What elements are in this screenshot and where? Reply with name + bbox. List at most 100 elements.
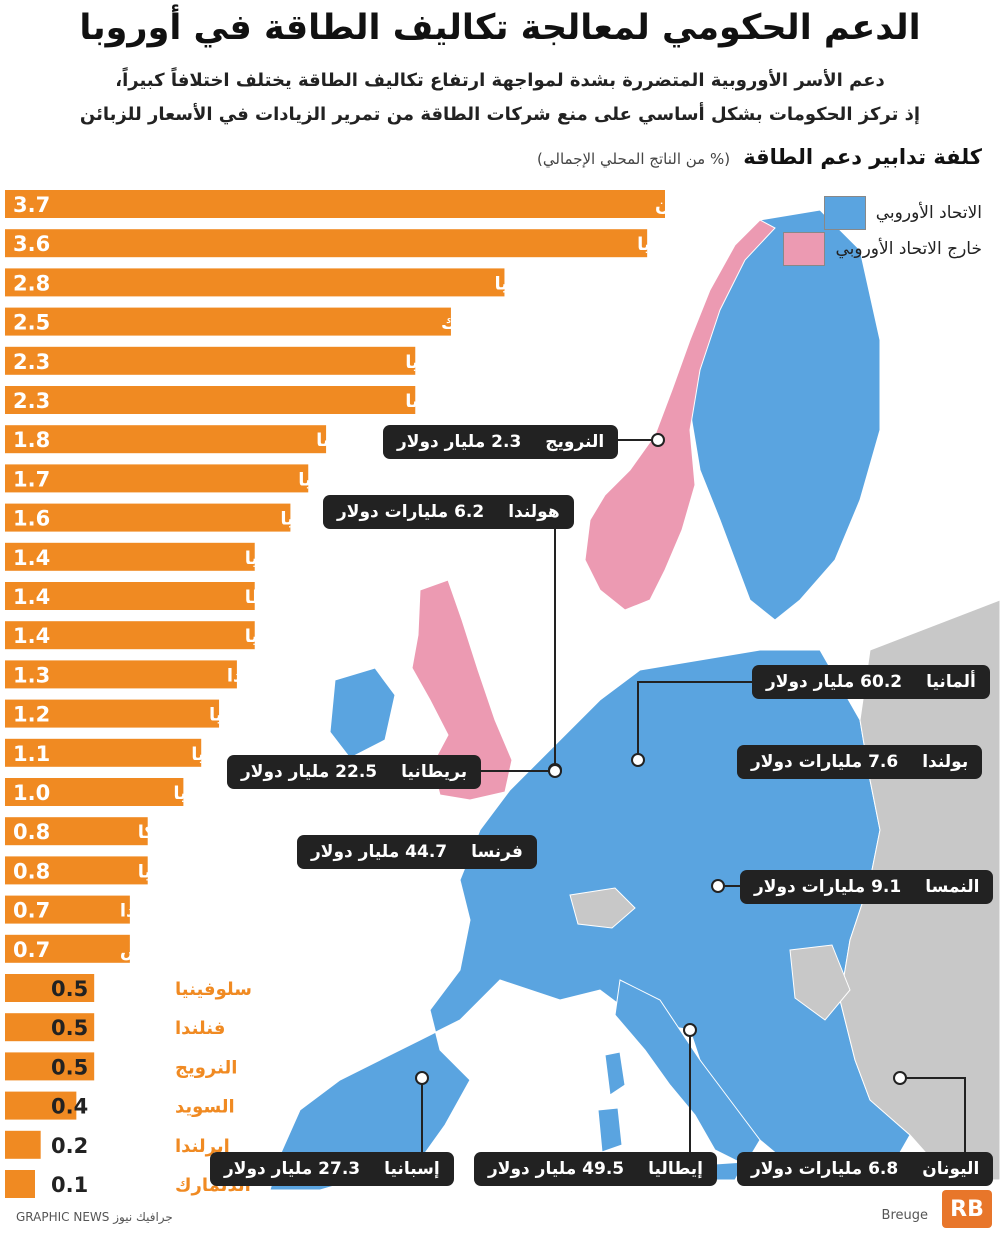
bar-category-label: ليتوانيا (637, 234, 697, 255)
callout-marker-dot (683, 1023, 697, 1037)
bar-value-label: 0.5 (51, 1016, 88, 1040)
bar-category-label: إسبانيا (405, 352, 464, 373)
bar-7 (5, 425, 327, 454)
legend-non-eu: خارج الاتحاد الأوروبي (783, 232, 982, 266)
chart-unit: (% من الناتج المحلي الإجمالي) (537, 150, 731, 168)
bar-category-label: بلجيكا (138, 822, 190, 843)
callout-marker-dot (651, 433, 665, 447)
bar-category-label: إيطاليا (494, 273, 552, 294)
bar-value-label: 0.5 (51, 1055, 88, 1079)
callout-leader-line (637, 681, 752, 760)
bar-value-label: 1.4 (13, 546, 50, 570)
bar-category-label: بلغاريا (209, 705, 264, 726)
footer-credit: Breuge (881, 1208, 928, 1223)
bar-category-label: إستونيا (138, 861, 201, 882)
bar-value-label: 1.1 (13, 742, 50, 766)
bar-1 (5, 190, 665, 218)
bar-17 (5, 817, 148, 846)
chart-title-block: كلفة تدابير دعم الطاقة (% من الناتج المح… (537, 145, 982, 169)
subtitle-line-1: دعم الأسر الأوروبية المتضررة بشدة لمواجه… (115, 70, 885, 91)
subtitle-line-2: إذ تركز الحكومات بشكل أساسي على منع شركا… (79, 104, 921, 125)
map-region-scandinavia-eu (689, 209, 881, 621)
bar-value-label: 0.5 (51, 977, 88, 1001)
bar-category-label: النرويج (175, 1057, 237, 1078)
bar-9 (5, 503, 291, 532)
bar-series: 3.7 اليونان 3.6 ليتوانيا 2.8 إيطاليا 2.5 جمهوري… (5, 190, 715, 1198)
callout-leaders (415, 433, 966, 1152)
legend-non-eu-label: خارج الاتحاد الأوروبي (835, 239, 982, 259)
callout-country: بريطانيا (401, 762, 468, 782)
bar-value-label: 3.7 (13, 193, 50, 217)
callout-marker-dot (711, 879, 725, 893)
bar-category-label: بولندا (227, 665, 276, 686)
map-region-balkans (789, 944, 851, 1021)
bar-21 (5, 974, 95, 1002)
bar-value-label: 3.6 (13, 232, 50, 256)
footer-source: GRAPHIC NEWS جرافيك نيوز (16, 1210, 173, 1224)
bar-value-label: 1.7 (13, 467, 50, 491)
bar-value-label: 0.2 (51, 1134, 88, 1158)
callout-amount: 44.7 مليار دولار (311, 842, 448, 862)
callout-box: إيطاليا 49.5 مليار دولار (474, 1152, 717, 1186)
bar-18 (5, 856, 148, 885)
bar-5 (5, 346, 416, 375)
bar-value-label: 0.7 (13, 899, 50, 923)
bar-value-label: 1.8 (13, 428, 50, 452)
map-region-britain (411, 579, 513, 801)
callout-country: بولندا (922, 752, 969, 772)
bar-value-label: 0.7 (13, 938, 50, 962)
bar-category-label: قبرص (120, 940, 175, 961)
callout-amount: 60.2 مليار دولار (766, 672, 903, 692)
callout-country: فرنسا (471, 842, 523, 862)
callout-marker-dot (893, 1071, 907, 1085)
bar-16 (5, 778, 184, 806)
bar-6 (5, 386, 416, 414)
callout-box: النمسا 9.1 مليارات دولار (740, 870, 994, 904)
page-title: الدعم الحكومي لمعالجة تكاليف الطاقة في أ… (79, 8, 921, 48)
corner-logo: RB (942, 1190, 992, 1228)
callout-box: بولندا 7.6 مليارات دولار (737, 745, 983, 779)
callout-leader-line (900, 1077, 966, 1152)
callout-amount: 6.8 مليارات دولار (751, 1159, 899, 1179)
callout-box: فرنسا 44.7 مليار دولار (297, 835, 537, 869)
bar-category-label: ألمانيا (298, 467, 351, 490)
callout-amount: 7.6 مليارات دولار (751, 752, 899, 772)
bar-12 (5, 621, 255, 650)
bar-value-label: 1.3 (13, 663, 50, 687)
bar-22 (5, 1013, 95, 1042)
legend-eu-swatch (823, 196, 866, 230)
bar-26 (5, 1170, 35, 1198)
callout-country: هولندا (508, 502, 560, 522)
callout-country: ألمانيا (926, 672, 976, 692)
callout-amount: 9.1 مليارات دولار (754, 877, 902, 897)
bar-category-label: إيرلندا (175, 1136, 230, 1157)
callout-box: ألمانيا 60.2 مليار دولار (752, 665, 990, 699)
bar-value-label: 0.1 (51, 1173, 88, 1197)
bar-24 (5, 1091, 77, 1120)
callout-box: اليونان 6.8 مليارات دولار (737, 1152, 994, 1186)
bar-value-label: 1.0 (13, 781, 50, 805)
callout-country: إيطاليا (648, 1159, 703, 1179)
legend-eu: الاتحاد الأوروبي (823, 196, 982, 230)
callout-box: إسبانيا 27.3 مليار دولار (210, 1152, 454, 1186)
callout-box: بريطانيا 22.5 مليار دولار (227, 755, 482, 789)
bar-4 (5, 307, 451, 336)
callout-amount: 6.2 مليارات دولار (337, 502, 485, 522)
bar-14 (5, 699, 220, 728)
callout-amount: 22.5 مليار دولار (241, 762, 378, 782)
bar-value-label: 0.8 (13, 859, 50, 883)
bar-category-label: جمهورية التشيك (441, 313, 586, 334)
bar-value-label: 2.3 (13, 389, 50, 413)
callout-amount: 27.3 مليار دولار (224, 1159, 361, 1179)
legend-eu-label: الاتحاد الأوروبي (875, 203, 982, 223)
bar-2 (5, 229, 648, 258)
bar-value-label: 1.4 (13, 585, 50, 609)
callout-marker-dot (415, 1071, 429, 1085)
bar-value-label: 2.8 (13, 271, 50, 295)
bar-15 (5, 738, 202, 767)
map-region-norway (584, 219, 776, 611)
bar-category-label: لاتفيا (245, 626, 292, 647)
bar-value-label: 0.4 (51, 1095, 88, 1119)
bar-category-label: فرنسا (316, 430, 371, 451)
callout-country: إسبانيا (384, 1159, 440, 1179)
